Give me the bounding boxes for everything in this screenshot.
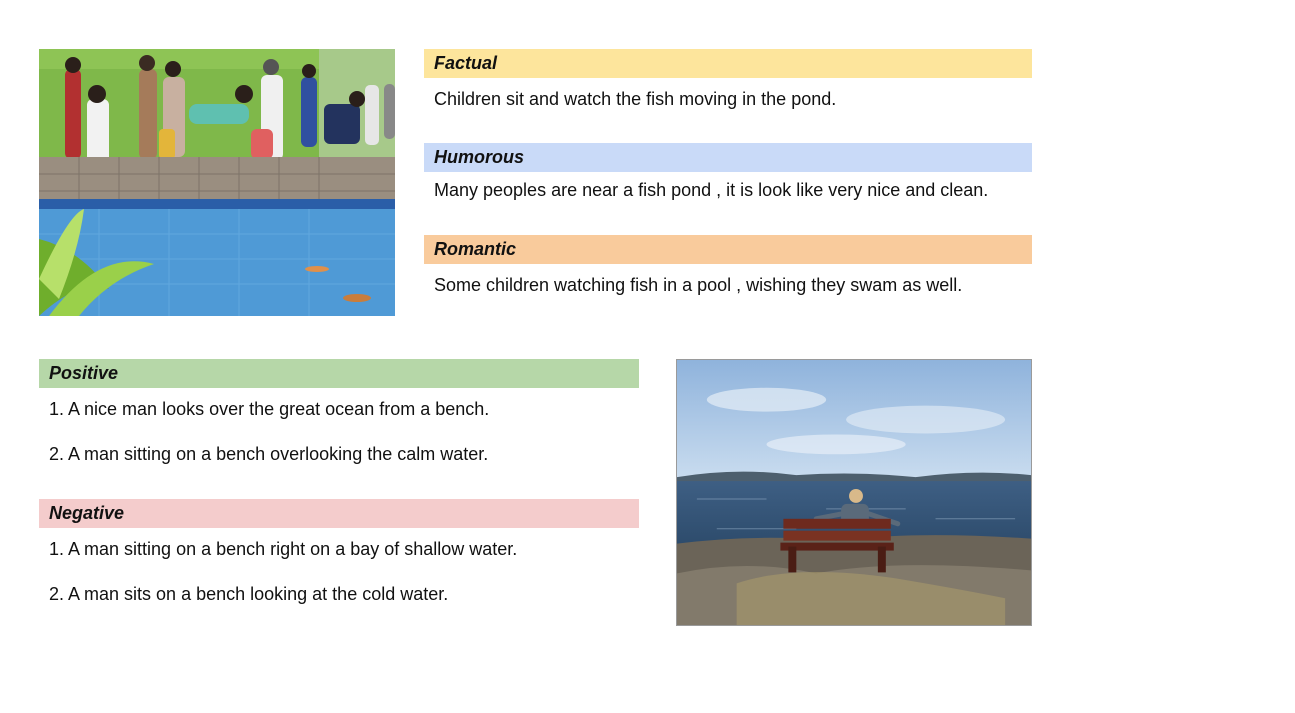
positive-caption-2: 2. A man sitting on a bench overlooking … xyxy=(49,444,489,464)
negative-caption-1: 1. A man sitting on a bench right on a b… xyxy=(49,539,518,559)
negative-caption-2: 2. A man sits on a bench looking at the … xyxy=(49,584,449,604)
pool-photo xyxy=(39,49,395,316)
bench-photo xyxy=(676,359,1032,626)
romantic-caption: Some children watching fish in a pool , … xyxy=(434,275,963,295)
factual-label: Factual xyxy=(424,49,1032,78)
humorous-caption: Many peoples are near a fish pond , it i… xyxy=(434,180,989,200)
negative-label: Negative xyxy=(39,499,639,528)
positive-label: Positive xyxy=(39,359,639,388)
factual-caption: Children sit and watch the fish moving i… xyxy=(434,89,837,109)
humorous-label: Humorous xyxy=(424,143,1032,172)
positive-caption-1: 1. A nice man looks over the great ocean… xyxy=(49,399,490,419)
romantic-label: Romantic xyxy=(424,235,1032,264)
